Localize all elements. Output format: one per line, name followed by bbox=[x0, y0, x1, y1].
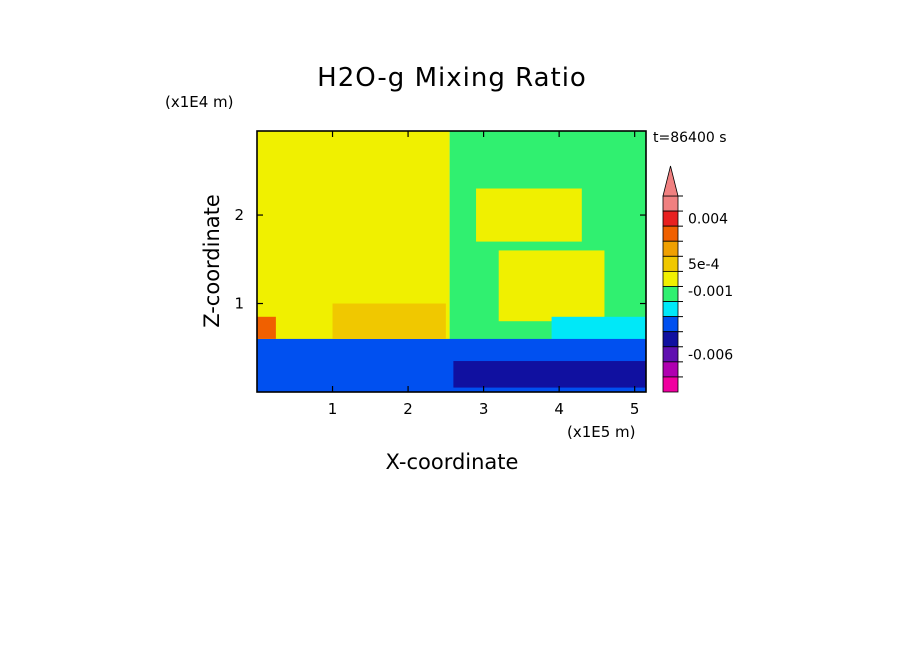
colorbar-extend-arrow bbox=[662, 165, 679, 197]
time-label: t=86400 s bbox=[653, 130, 727, 146]
contour-field bbox=[257, 131, 646, 392]
contour-region-8 bbox=[332, 303, 446, 339]
colorbar-level-6 bbox=[662, 286, 679, 302]
x-axis: 1 2 3 4 5 bbox=[328, 131, 640, 418]
plot-frame bbox=[256, 130, 647, 393]
contour-region-7 bbox=[257, 316, 276, 339]
plot-area bbox=[256, 130, 647, 393]
colorbar-level-1 bbox=[662, 210, 679, 227]
colorbar-level-3 bbox=[662, 240, 679, 257]
colorbar-level-10 bbox=[662, 346, 679, 363]
chart-title: H2O-g Mixing Ratio bbox=[317, 63, 587, 93]
colorbar-level-0 bbox=[662, 195, 679, 212]
colorbar: 0.004 5e-4 -0.001 -0.006 bbox=[662, 165, 733, 393]
x-tick-label-0: 1 bbox=[328, 400, 338, 418]
contour-region-2 bbox=[498, 250, 605, 322]
colorbar-level-9 bbox=[662, 331, 679, 348]
colorbar-level-12 bbox=[662, 376, 679, 393]
y-tick-label-0: 1 bbox=[234, 295, 244, 313]
x-tick-label-1: 2 bbox=[403, 400, 413, 418]
colorbar-label-1: 5e-4 bbox=[688, 257, 720, 273]
colorbar-level-2 bbox=[662, 225, 679, 242]
colorbar-level-5 bbox=[662, 270, 679, 287]
colorbar-label-3: -0.006 bbox=[688, 347, 733, 363]
x-unit-label: (x1E5 m) bbox=[567, 423, 636, 441]
y-tick-label-1: 2 bbox=[234, 206, 244, 224]
colorbar-label-2: -0.001 bbox=[688, 284, 733, 300]
y-axis-label: Z-coordinate bbox=[200, 194, 224, 328]
colorbar-label-0: 0.004 bbox=[688, 212, 728, 228]
colorbar-level-8 bbox=[662, 316, 679, 333]
x-tick-label-2: 3 bbox=[479, 400, 489, 418]
colorbar-level-7 bbox=[662, 301, 679, 318]
y-unit-label: (x1E4 m) bbox=[165, 93, 234, 111]
y-axis: 12 bbox=[234, 206, 646, 313]
colorbar-level-11 bbox=[662, 361, 679, 378]
x-tick-label-3: 4 bbox=[554, 400, 564, 418]
x-tick-label-4: 5 bbox=[630, 400, 640, 418]
contour-region-3 bbox=[476, 188, 582, 242]
x-axis-label: X-coordinate bbox=[386, 450, 519, 474]
contour-region-6 bbox=[453, 361, 646, 388]
colorbar-level-4 bbox=[662, 255, 679, 272]
